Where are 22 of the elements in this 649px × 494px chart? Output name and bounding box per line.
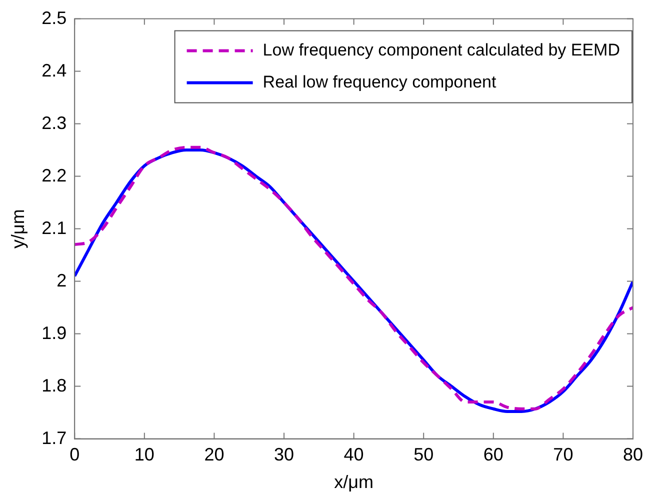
x-tick-label: 60: [483, 444, 504, 465]
x-tick-label: 70: [553, 444, 574, 465]
y-tick-label: 2: [56, 270, 67, 290]
y-tick-label: 2.2: [42, 165, 67, 186]
legend-label: Low frequency component calculated by EEMD: [262, 40, 620, 60]
y-tick-label: 2.3: [42, 112, 67, 133]
x-tick-label: 0: [70, 444, 80, 465]
y-axis-title: y/μm: [8, 209, 28, 248]
y-tick-label: 1.8: [42, 375, 67, 396]
y-tick-label: 2.1: [42, 218, 67, 238]
x-tick-label: 30: [274, 444, 294, 465]
legend-label: Real low frequency component: [262, 72, 496, 92]
x-axis-title: x/μm: [334, 472, 374, 492]
x-tick-label: 80: [622, 444, 644, 465]
y-tick-label: 2.5: [42, 8, 67, 28]
x-tick-label: 10: [134, 444, 154, 465]
y-tick-label: 1.7: [42, 428, 67, 448]
x-tick-label: 40: [344, 444, 364, 465]
y-tick-label: 1.9: [42, 322, 67, 343]
y-tick-label: 2.4: [42, 60, 67, 80]
x-tick-label: 50: [414, 444, 434, 465]
x-tick-label: 20: [204, 444, 224, 465]
